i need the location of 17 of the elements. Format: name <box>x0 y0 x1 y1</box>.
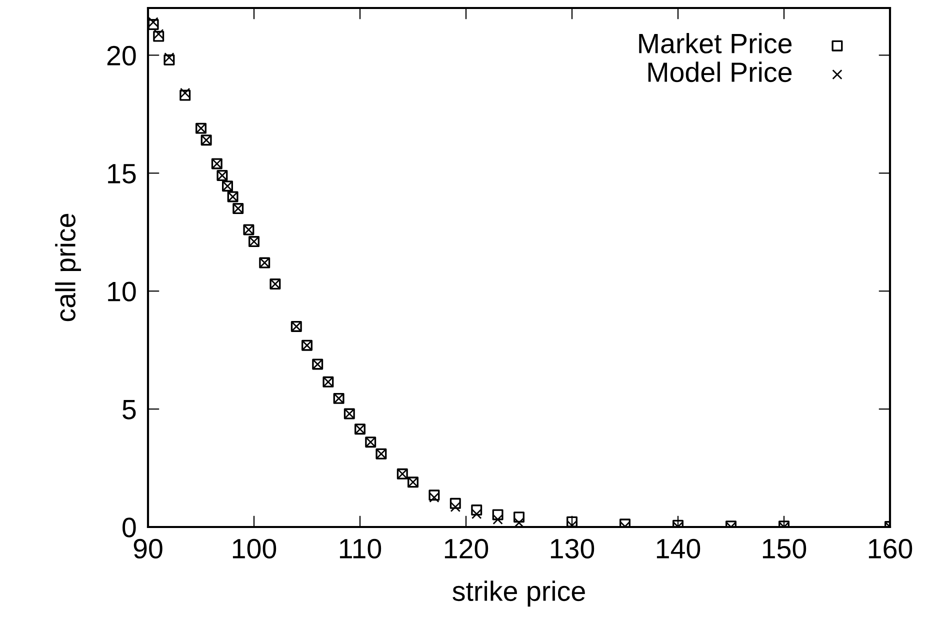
x-tick-label: 100 <box>232 538 276 559</box>
x-tick-label: 120 <box>444 538 488 559</box>
x-tick-label: 110 <box>340 538 382 559</box>
y-axis-title: call price <box>55 214 81 322</box>
x-tick-label: 130 <box>550 538 594 559</box>
y-tick-label: 10 <box>108 282 136 302</box>
y-tick-label: 0 <box>122 518 136 538</box>
y-tick-label: 5 <box>122 400 136 420</box>
x-tick-label: 160 <box>868 538 912 559</box>
legend-label: Model Price <box>648 62 792 82</box>
x-axis-title: strike price <box>452 580 585 607</box>
y-tick-label: 20 <box>107 46 136 66</box>
x-tick-label: 140 <box>656 538 700 559</box>
legend-label: Market Price <box>639 33 792 54</box>
y-tick-label: 15 <box>108 164 136 184</box>
x-tick-label: 150 <box>762 538 806 559</box>
x-tick-label: 90 <box>134 538 162 559</box>
